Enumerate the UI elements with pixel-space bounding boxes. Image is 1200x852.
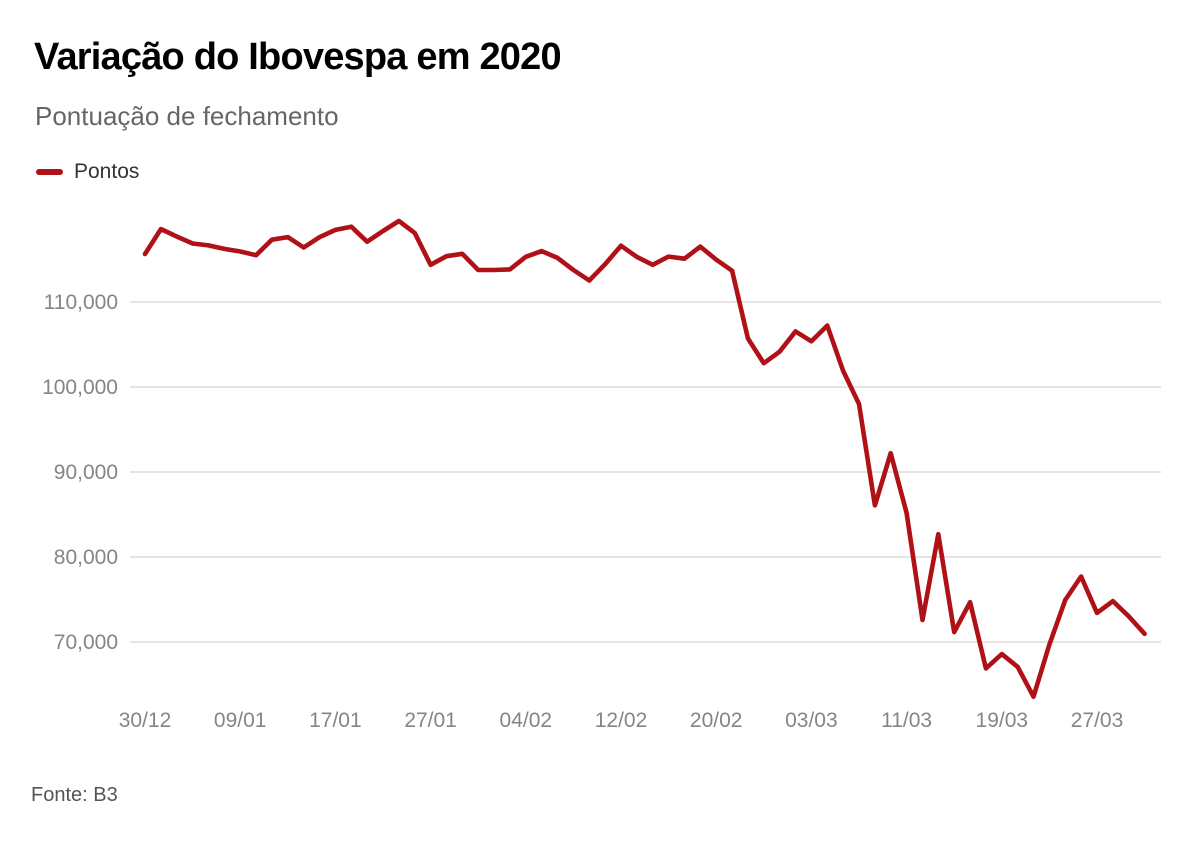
x-axis-tick-label: 09/01 [214, 709, 267, 732]
pontos-series-line[interactable] [142, 218, 1147, 700]
chart-subtitle: Pontuação de fechamento [35, 101, 339, 131]
legend-label: Pontos [74, 160, 140, 183]
x-axis-tick-label: 30/12 [119, 709, 172, 732]
chart-title: Variação do Ibovespa em 2020 [34, 36, 562, 78]
y-axis-tick-label: 90,000 [54, 461, 118, 484]
x-axis-tick-label: 11/03 [881, 709, 932, 732]
x-axis-tick-label: 19/03 [976, 709, 1029, 732]
x-axis-tick-label: 27/01 [404, 709, 457, 732]
legend-item-pontos[interactable]: Pontos [36, 160, 139, 184]
y-axis-tick-label: 100,000 [42, 376, 118, 399]
y-axis-tick-label: 80,000 [54, 546, 118, 569]
y-axis-tick-label: 110,000 [44, 291, 118, 314]
x-axis-tick-label: 03/03 [785, 709, 838, 732]
pontos-line-swatch-icon [36, 169, 63, 175]
x-axis-tick-label: 04/02 [500, 709, 553, 732]
x-axis-tick-label: 12/02 [595, 709, 648, 732]
x-axis-tick-label: 20/02 [690, 709, 743, 732]
source-note: Fonte: B3 [31, 784, 118, 806]
x-axis-tick-label: 27/03 [1071, 709, 1124, 732]
x-axis-tick-label: 17/01 [309, 709, 362, 732]
y-axis-tick-label: 70,000 [54, 631, 118, 654]
legend: Pontos [36, 160, 139, 184]
